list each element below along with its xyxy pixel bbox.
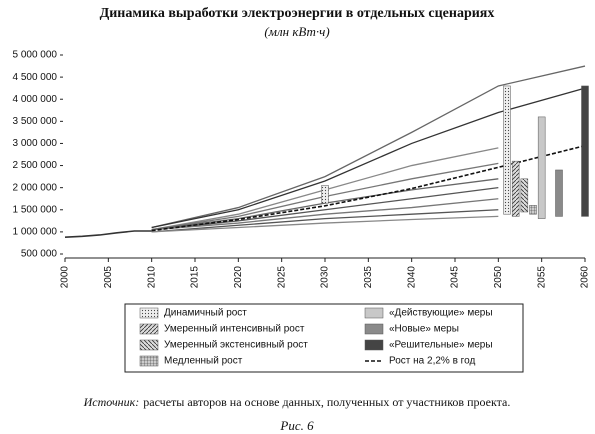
chart-title: Динамика выработки электроэнергии в отде… [100, 6, 495, 21]
x-tick-label: 2050 [493, 266, 504, 289]
chart-subtitle: (млн кВт·ч) [264, 24, 329, 39]
x-tick-label: 2060 [580, 266, 591, 289]
legend-swatch [364, 323, 384, 335]
range-bar [537, 116, 546, 219]
x-tick-label: 2025 [276, 266, 287, 289]
legend-label: «Действующие» меры [389, 308, 493, 319]
x-tick-label: 2030 [320, 266, 331, 289]
scenario-line [151, 65, 586, 229]
x-tick-label: 2000 [60, 266, 71, 289]
scenario-line [151, 87, 586, 229]
range-bar [511, 160, 520, 217]
x-tick-label: 2055 [536, 266, 547, 289]
x-tick-label: 2005 [103, 266, 114, 289]
legend-label: «Решительные» меры [389, 340, 493, 351]
x-tick-label: 2015 [190, 266, 201, 289]
legend-swatch [139, 355, 159, 367]
scenario-line [151, 209, 499, 233]
legend-box [124, 303, 524, 373]
scenario-line [151, 215, 499, 233]
y-tick-label: 5 000 000 [13, 50, 58, 61]
legend-label: Динамичный рост [164, 308, 247, 319]
legend-swatch [364, 307, 384, 319]
x-tick-label: 2035 [363, 266, 374, 289]
y-tick-label: 1 000 000 [13, 227, 58, 238]
scenario-line [151, 198, 499, 231]
y-tick-label: 500 000 [21, 249, 58, 260]
range-bar [503, 85, 511, 215]
y-tick-label: 1 500 000 [13, 204, 58, 215]
y-tick-label: 2 500 000 [13, 160, 58, 171]
source-note: Источник: расчеты авторов на основе данны… [83, 395, 511, 409]
legend-label: «Новые» меры [389, 324, 459, 335]
range-bar [520, 178, 529, 213]
legend-label: Медленный рост [164, 356, 243, 367]
legend-label: Умеренный экстенсивный рост [164, 340, 308, 351]
legend-label: Рост на 2,2% в год [389, 356, 475, 367]
legend-swatch [139, 339, 159, 351]
source-label: Источник: [83, 395, 140, 409]
x-tick-label: 2040 [406, 266, 417, 289]
y-tick-label: 2 000 000 [13, 182, 58, 193]
legend-swatch [139, 323, 159, 335]
source-text: расчеты авторов на основе данных, получе… [143, 395, 510, 409]
history-line [64, 230, 152, 238]
x-tick-label: 2020 [233, 266, 244, 289]
figure-caption: Рис. 6 [279, 418, 314, 433]
range-bar [529, 205, 537, 215]
x-tick-label: 2010 [146, 266, 157, 289]
legend-label: Умеренный интенсивный рост [164, 324, 305, 335]
legend-swatch [364, 339, 384, 351]
y-tick-label: 4 000 000 [13, 94, 58, 105]
range-bar [581, 85, 589, 217]
y-tick-label: 4 500 000 [13, 72, 58, 83]
y-tick-label: 3 000 000 [13, 138, 58, 149]
range-bar [555, 169, 563, 217]
legend-swatch [139, 307, 159, 319]
scenario-line [151, 187, 499, 231]
range-bar [321, 185, 329, 204]
x-tick-label: 2045 [450, 266, 461, 289]
y-tick-label: 3 500 000 [13, 116, 58, 127]
